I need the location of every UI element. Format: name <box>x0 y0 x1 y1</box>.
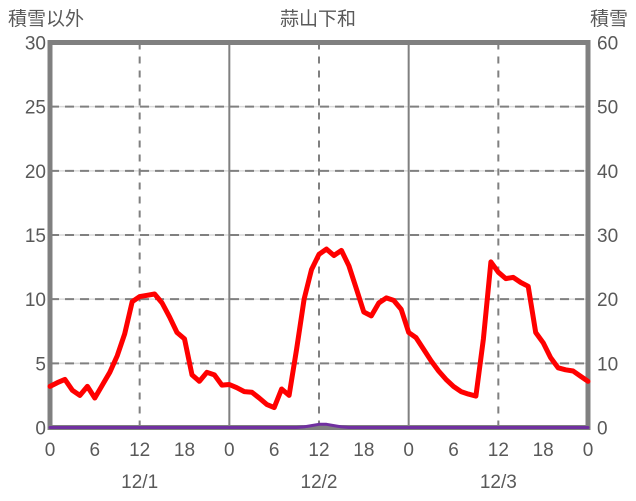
x-axis-hour-label: 12 <box>129 440 150 461</box>
series-line-other-than-snow <box>47 246 591 411</box>
x-axis-hour-label: 12 <box>488 440 509 461</box>
left-axis-tick-label: 10 <box>25 290 46 311</box>
left-axis-tick-label: 25 <box>25 98 46 119</box>
x-axis-hour-label: 0 <box>45 440 56 461</box>
gridlines <box>50 42 588 428</box>
x-axis-hour-label: 0 <box>403 440 414 461</box>
right-axis-title: 積雪 <box>590 8 628 30</box>
x-axis-day-label: 12/2 <box>301 472 338 493</box>
left-axis-tick-label: 20 <box>25 162 46 183</box>
right-axis-tick-label: 50 <box>597 98 618 119</box>
x-axis-hour-label: 6 <box>448 440 459 461</box>
left-axis-tick-label: 15 <box>25 226 46 247</box>
right-axis-tick-label: 0 <box>597 419 608 440</box>
series-line-snow-depth <box>48 422 590 429</box>
right-axis-tick-label: 60 <box>597 34 618 55</box>
left-axis-tick-label: 30 <box>25 34 46 55</box>
left-axis-tick-label: 5 <box>35 354 46 375</box>
x-axis-hour-label: 6 <box>90 440 101 461</box>
series-group <box>47 246 591 429</box>
plot-frame-group <box>47 40 591 430</box>
chart-frame <box>47 40 591 430</box>
right-axis-tick-label: 30 <box>597 226 618 247</box>
chart-title: 蒜山下和 <box>280 8 356 30</box>
x-axis-day-label: 12/1 <box>121 472 158 493</box>
left-axis-tick-label: 0 <box>35 419 46 440</box>
right-axis-tick-label: 20 <box>597 290 618 311</box>
x-axis-hour-label: 18 <box>533 440 554 461</box>
x-axis-hour-label: 0 <box>583 440 594 461</box>
right-axis-tick-label: 40 <box>597 162 618 183</box>
left-axis-title: 積雪以外 <box>8 8 84 30</box>
x-axis-hour-label: 12 <box>308 440 329 461</box>
x-axis-hour-label: 6 <box>269 440 280 461</box>
right-axis-tick-label: 10 <box>597 354 618 375</box>
x-axis-day-label: 12/3 <box>480 472 517 493</box>
x-axis-hour-label: 18 <box>174 440 195 461</box>
x-axis-hour-label: 0 <box>224 440 235 461</box>
x-axis-hour-label: 18 <box>353 440 374 461</box>
